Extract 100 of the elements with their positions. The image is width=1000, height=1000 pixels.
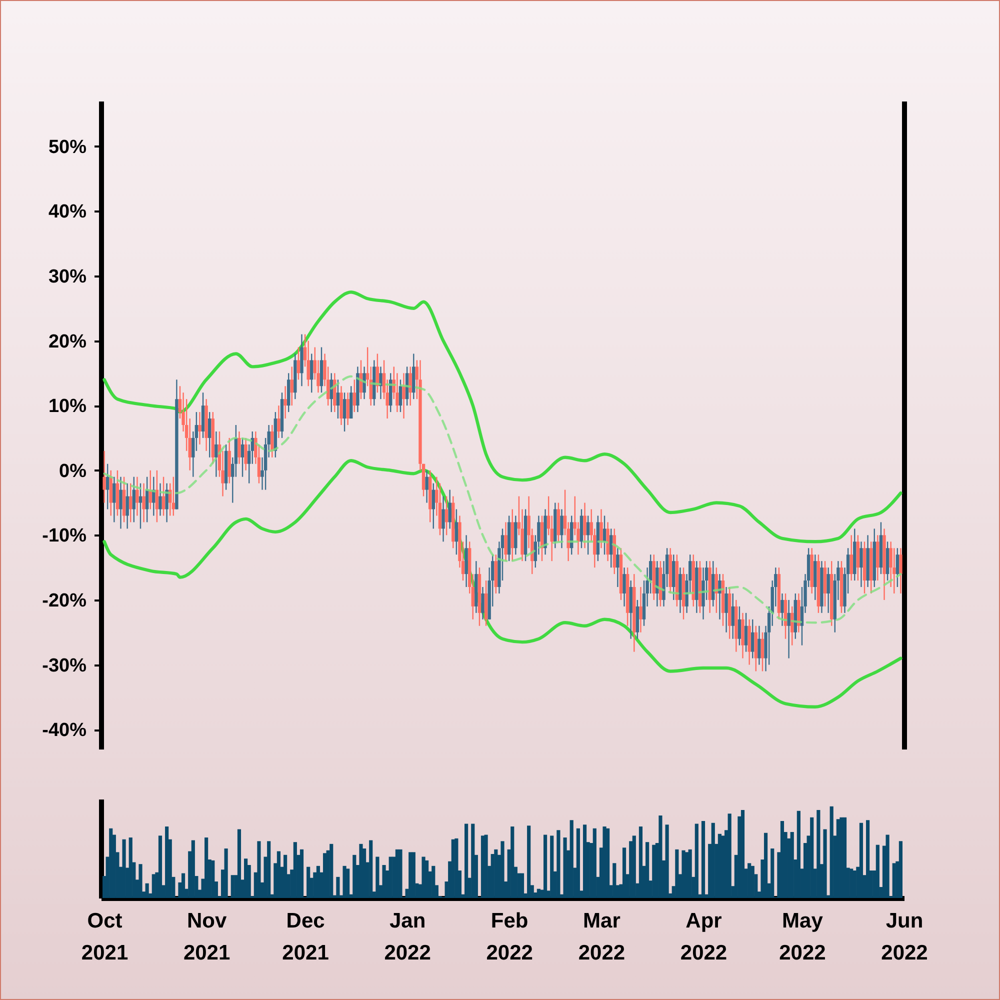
candlestick [214,430,218,478]
bar [342,866,346,898]
bar [471,824,475,898]
bar [898,841,903,898]
candlestick [362,366,366,400]
bar [284,854,288,898]
bar [454,838,458,898]
candlestick [860,541,863,588]
candlestick [296,346,300,380]
bar [823,829,827,898]
bar [322,853,327,898]
x-tick-label: Apr 2022 [680,910,728,964]
bar [425,860,429,898]
bar [181,873,186,898]
bar [244,858,248,898]
bar [398,849,402,898]
line-series [103,375,902,624]
bar [665,824,669,898]
bar [764,832,768,898]
candlestick [444,496,448,536]
bar [145,883,149,898]
x-tick-label: Jan 2022 [384,910,431,964]
y-tick-label: 30% [48,266,87,288]
bar [204,838,208,898]
candlestick [198,411,202,446]
y-tick-label: 0% [59,460,87,482]
bar [796,810,800,898]
candlestick [586,515,590,556]
candlestick [610,528,613,568]
candlestick [481,586,484,620]
candlestick [126,482,129,530]
x-tick-label: Oct 2021 [81,910,128,964]
bar [543,834,548,898]
x-tick-label: Jun 2022 [881,910,928,964]
bar [652,844,656,898]
candlestick [425,470,428,504]
candlestick [899,548,902,594]
bar [527,826,531,898]
candlestick [346,392,350,426]
bar [336,876,340,898]
bar [369,840,373,898]
y-tick-label: 50% [48,136,87,158]
bar [682,850,686,898]
bar [740,810,745,898]
candlestick [724,586,728,633]
bar [592,828,596,898]
bar [267,841,271,898]
candlestick [129,482,132,523]
bar [408,852,412,898]
bar [810,817,814,898]
bar [622,848,626,898]
bar [422,856,426,898]
bar [352,854,356,898]
candlestick [352,379,356,413]
bar [859,822,864,898]
bar [520,873,524,898]
bar [412,852,416,898]
bar [658,816,662,898]
candlestick [616,548,620,588]
x-tick-label: Nov 2021 [183,910,230,964]
bar [122,839,126,898]
bar [576,828,580,898]
candlestick [442,496,445,542]
bar [138,864,142,898]
bar [432,866,436,898]
bar [550,836,554,898]
y-tick-label: 10% [48,396,87,418]
y-tick-label: -20% [42,590,87,612]
candlestick [731,592,734,640]
candlestick [119,476,122,530]
y-tick-label: 20% [48,331,87,352]
bar [646,842,650,898]
x-tick-label: Feb 2022 [486,910,533,964]
bar [510,826,514,898]
candlestick [138,482,142,530]
bar [346,868,350,898]
bar [306,866,310,898]
y-tick-label: -30% [42,655,87,676]
candlestick [398,379,402,413]
bar [606,828,610,898]
bar [688,849,692,898]
bar [191,840,195,898]
x-tick-label: May 2022 [779,910,826,964]
candlestick [744,612,748,652]
candlestick [850,534,853,582]
candlestick [155,470,159,523]
candlestick [760,632,764,672]
bar [816,810,820,898]
candlestick [718,573,722,620]
bar [211,860,215,898]
line-series [102,459,902,708]
bar [237,829,242,898]
bar [359,844,363,898]
bar [300,849,304,898]
candlestick [102,450,106,504]
bar [484,834,488,898]
bar [500,841,504,898]
bar [563,838,567,898]
candlestick [238,430,241,464]
bar [382,865,386,898]
